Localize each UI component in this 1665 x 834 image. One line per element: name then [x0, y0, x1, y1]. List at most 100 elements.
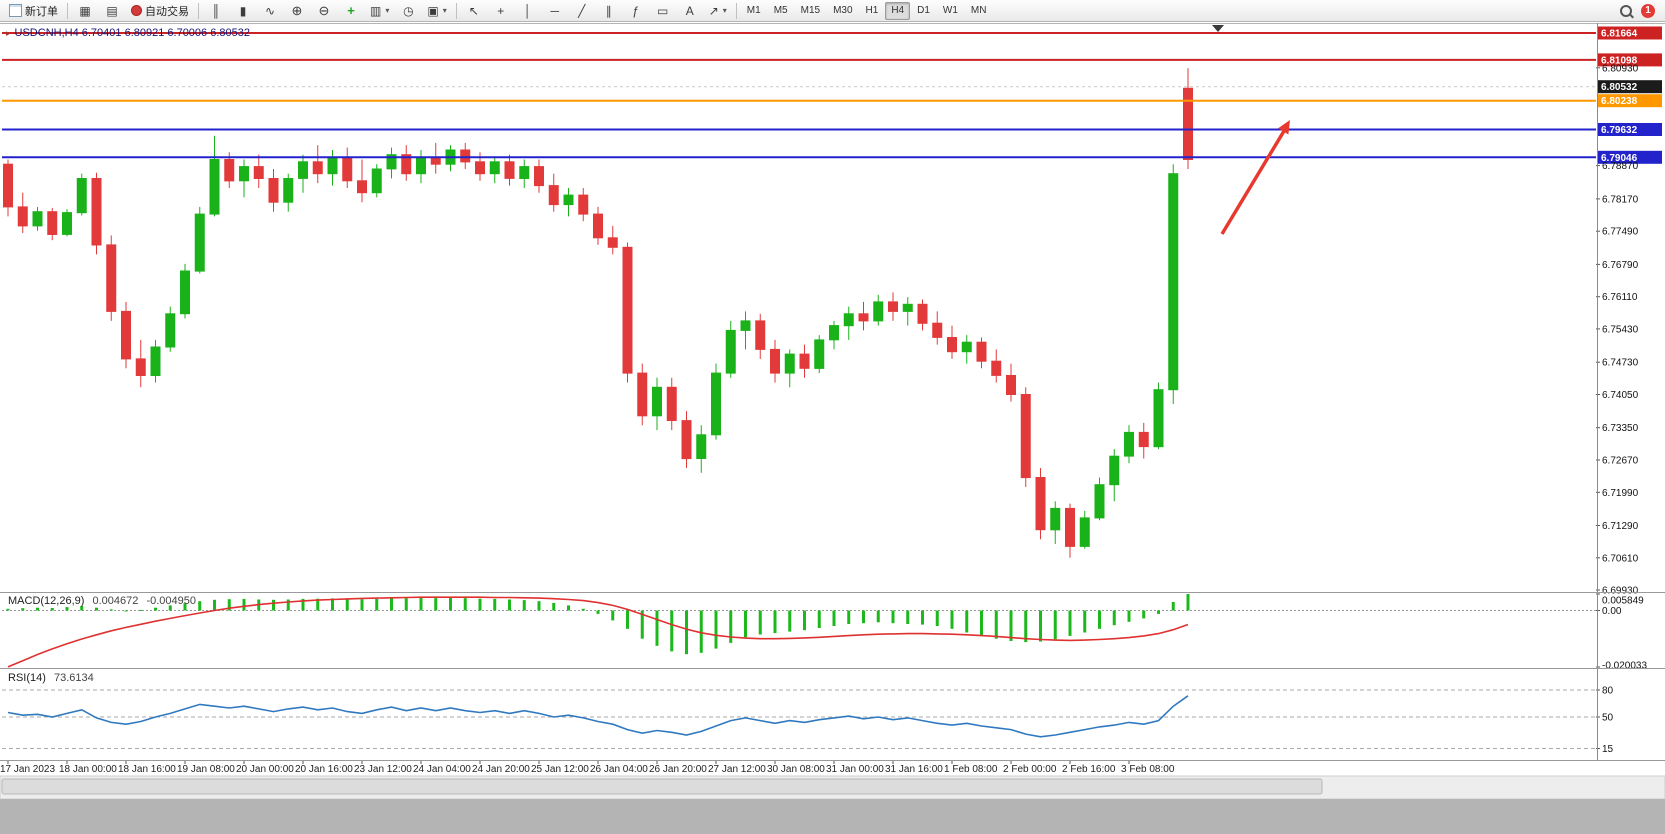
time-axis-label: 1 Feb 08:00: [944, 764, 998, 775]
new-order-label: 新订单: [25, 5, 58, 18]
shapes-tool[interactable]: ▭: [650, 1, 676, 21]
horizontal-scrollbar[interactable]: [1, 778, 1323, 795]
time-axis-label: 19 Jan 08:00: [177, 764, 235, 775]
timeframe-M30-button[interactable]: M30: [833, 5, 853, 16]
time-axis-label: 17 Jan 2023: [0, 764, 55, 775]
macd-histogram-bar: [227, 599, 231, 611]
arrows-tool[interactable]: ↗ ▾: [704, 1, 732, 21]
profiles-button[interactable]: ▤: [99, 1, 125, 21]
charts-button[interactable]: ▦: [72, 1, 98, 21]
fibonacci-icon: ƒ: [632, 3, 640, 18]
trendline-tool[interactable]: ╱: [569, 1, 595, 21]
text-tool[interactable]: A: [677, 1, 703, 21]
macd-histogram-bar: [611, 610, 615, 621]
candle-body: [253, 166, 264, 180]
macd-histogram-bar: [36, 607, 39, 611]
macd-histogram-bar: [1186, 594, 1190, 611]
candle-body: [371, 168, 382, 194]
vertical-line-tool[interactable]: │: [515, 1, 541, 21]
rsi-value: 73.6134: [53, 672, 94, 684]
candle-body: [32, 211, 43, 227]
candle-body: [209, 159, 220, 215]
timeframe-H1-button[interactable]: H1: [865, 5, 879, 16]
candle-body: [1035, 477, 1046, 531]
macd-histogram-bar: [1171, 602, 1175, 611]
price-label-box: [1597, 94, 1662, 108]
macd-histogram-bar: [596, 610, 600, 614]
bar-chart-button[interactable]: ║: [203, 1, 229, 21]
candle-body: [268, 178, 279, 203]
macd-histogram-bar: [670, 610, 674, 652]
timeframe-MN-button[interactable]: MN: [970, 5, 987, 16]
macd-histogram-bar: [478, 598, 482, 611]
zoom-in-button[interactable]: ⊕: [284, 1, 310, 21]
timeframe-M1-button[interactable]: M1: [746, 5, 761, 16]
macd-histogram-bar: [581, 608, 585, 611]
add-chart-button[interactable]: ▥ ▾: [365, 1, 394, 21]
candle-body: [1168, 173, 1179, 391]
one-click-trading-icon[interactable]: ▸: [6, 27, 11, 38]
price-scale-label: 6.79046: [1601, 153, 1638, 164]
chart-shift-marker[interactable]: [1212, 25, 1224, 32]
line-chart-button[interactable]: ∿: [257, 1, 283, 21]
timeframe-D1-button[interactable]: D1: [917, 5, 930, 16]
search-icon[interactable]: [1620, 4, 1632, 17]
rsi-name: RSI(14): [8, 672, 46, 684]
macd-histogram-bar: [817, 610, 821, 628]
new-order-button[interactable]: 新订单: [4, 1, 63, 21]
candle-body: [784, 353, 795, 374]
macd-histogram-bar: [862, 610, 865, 624]
toolbar: 新订单 ▦ ▤ 自动交易 ║ ▮ ∿ ⊕ ⊖ + ▥ ▾ ◷ ▣ ▾ ↖ + │ ─ ╱ ∥ ƒ ▭ A ↗ ▾ M1 M5…: [0, 0, 1665, 22]
candle-body: [607, 237, 618, 248]
indicators-button[interactable]: +: [338, 1, 364, 21]
templates-button[interactable]: ▣ ▾: [422, 1, 451, 21]
candle-body: [563, 194, 574, 206]
line-chart-icon: ∿: [264, 3, 276, 18]
candle-body: [814, 339, 825, 369]
candle-body: [947, 337, 957, 353]
trendline-icon: ╱: [578, 3, 586, 18]
macd-scale-label: 0.005849: [1602, 596, 1644, 607]
candle-body: [401, 154, 412, 175]
timeframe-M5-button[interactable]: M5: [773, 5, 788, 16]
horizontal-line-tool[interactable]: ─: [542, 1, 568, 21]
macd-histogram-bar: [168, 605, 172, 611]
candle-body: [1020, 394, 1031, 479]
candle-body: [489, 161, 500, 175]
macd-histogram-bar: [921, 610, 924, 625]
crosshair-tool[interactable]: +: [488, 1, 514, 21]
timeframe-W1-button[interactable]: W1: [942, 5, 958, 16]
cursor-tool[interactable]: ↖: [461, 1, 487, 21]
notification-badge[interactable]: 1: [1641, 3, 1655, 18]
channel-tool[interactable]: ∥: [596, 1, 622, 21]
macd-histogram-bar: [803, 610, 806, 631]
time-axis-label: 20 Jan 00:00: [236, 764, 294, 775]
candle-body: [475, 161, 485, 175]
add-chart-icon: ▥: [370, 3, 382, 18]
time-axis-label: 3 Feb 08:00: [1121, 764, 1175, 775]
period-button[interactable]: ◷: [395, 1, 421, 21]
time-axis-label: 18 Jan 00:00: [59, 764, 117, 775]
macd-histogram-bar: [626, 610, 629, 629]
macd-histogram-bar: [980, 610, 983, 636]
macd-histogram-bar: [1127, 610, 1131, 622]
text-icon: A: [685, 3, 694, 18]
fibonacci-tool[interactable]: ƒ: [623, 1, 649, 21]
rsi-scale-label: 15: [1602, 744, 1614, 755]
trend-arrow-head: [1278, 120, 1290, 135]
price-scale-label: 6.79632: [1601, 125, 1638, 136]
timeframe-M15-button[interactable]: M15: [800, 5, 821, 16]
timeframe-H4-button[interactable]: H4: [885, 1, 911, 20]
candle-body: [622, 246, 633, 374]
zoom-out-button[interactable]: ⊖: [311, 1, 337, 21]
new-order-icon: [9, 4, 22, 17]
macd-histogram-bar: [640, 610, 644, 639]
trend-arrow-annotation[interactable]: [1220, 130, 1286, 235]
time-axis-label: 30 Jan 08:00: [767, 764, 825, 775]
candlestick-chart-button[interactable]: ▮: [230, 1, 256, 21]
candle-body: [17, 206, 28, 227]
time-axis-label: 26 Jan 04:00: [590, 764, 648, 775]
autotrading-button[interactable]: 自动交易: [126, 1, 194, 21]
candle-body: [888, 301, 898, 312]
